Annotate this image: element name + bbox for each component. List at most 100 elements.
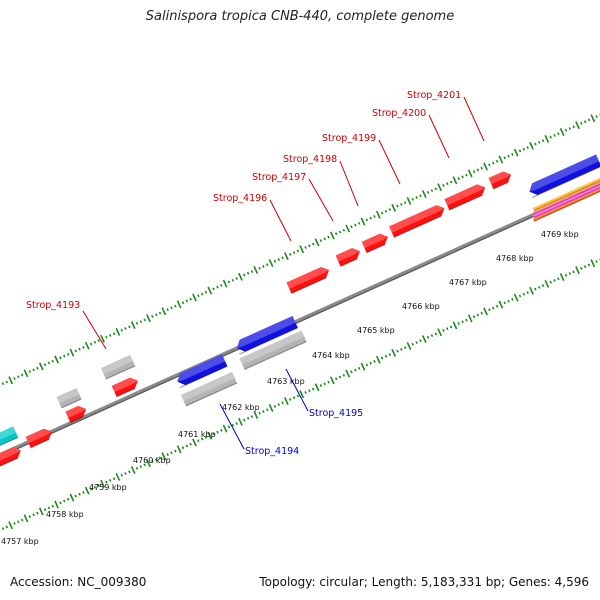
major-tick	[513, 293, 519, 302]
scale-label: 4766 kbp	[402, 302, 440, 311]
strop-4198-label[interactable]: Strop_4198	[283, 154, 337, 165]
map-title: Salinispora tropica CNB-440, complete ge…	[145, 9, 455, 24]
backbone-layer	[0, 182, 600, 458]
minor-tick	[365, 218, 369, 222]
minor-tick	[465, 318, 468, 322]
minor-tick	[197, 439, 200, 443]
major-tick	[437, 328, 442, 337]
minor-tick	[396, 204, 399, 208]
minor-tick	[250, 415, 254, 419]
minor-tick	[426, 335, 430, 339]
minor-tick	[82, 491, 85, 494]
strop-4197-leader-line	[308, 178, 334, 222]
strop-4201-label[interactable]: Strop_4201	[407, 90, 461, 101]
grey-feature-box	[100, 354, 136, 380]
minor-tick	[327, 380, 330, 384]
major-tick	[161, 452, 167, 461]
minor-tick	[246, 416, 250, 420]
major-tick	[375, 210, 381, 219]
major-tick	[176, 300, 182, 309]
minor-tick	[557, 132, 560, 136]
minor-tick	[373, 360, 376, 363]
scale-labels: 4757 kbp 4758 kbp 4759 kbp 4760 kbp 4761 kbp…	[1, 230, 579, 546]
minor-tick	[82, 346, 85, 349]
minor-tick	[78, 347, 81, 351]
minor-tick	[292, 396, 296, 400]
minor-tick	[476, 168, 480, 172]
major-tick	[437, 183, 442, 192]
minor-tick	[235, 422, 238, 425]
major-tick	[8, 376, 14, 385]
minor-tick	[480, 311, 483, 315]
major-tick	[360, 362, 366, 371]
major-tick	[284, 252, 289, 261]
minor-tick	[327, 235, 330, 239]
strop-4196-label[interactable]: Strop_4196	[213, 193, 267, 204]
major-tick	[391, 348, 397, 357]
minor-tick	[28, 515, 32, 519]
backbone-shadow	[0, 185, 600, 458]
teal-feature-box	[0, 426, 19, 451]
minor-tick	[338, 375, 342, 379]
minor-tick	[511, 153, 514, 156]
minor-tick	[595, 260, 598, 263]
minor-tick	[507, 299, 510, 303]
strop-4195-label[interactable]: Strop_4195	[309, 408, 363, 419]
minor-tick	[216, 285, 219, 289]
minor-tick	[419, 339, 422, 343]
minor-tick	[419, 194, 422, 198]
major-tick	[69, 348, 75, 357]
minor-tick	[109, 478, 112, 482]
minor-tick	[170, 451, 173, 455]
minor-tick	[59, 356, 62, 360]
genome-backbone	[0, 182, 600, 458]
minor-tick	[197, 294, 200, 298]
minor-tick	[434, 332, 438, 336]
minor-tick	[580, 121, 583, 125]
minor-tick	[139, 465, 143, 469]
major-tick	[421, 190, 427, 199]
minor-tick	[380, 211, 384, 215]
strop-4195-arrow	[236, 315, 299, 355]
minor-tick	[17, 520, 20, 524]
strop-4197-label[interactable]: Strop_4197	[252, 172, 306, 183]
major-tick	[222, 424, 228, 433]
minor-tick	[227, 280, 231, 284]
minor-tick	[396, 349, 399, 353]
minor-tick	[446, 182, 449, 186]
minor-tick	[476, 313, 480, 317]
major-tick	[575, 266, 580, 275]
strop-4195-leader-line	[285, 368, 309, 412]
major-tick	[176, 445, 182, 454]
minor-tick	[350, 370, 353, 374]
feature-layer	[0, 154, 600, 468]
strop-4194-label[interactable]: Strop_4194	[245, 446, 299, 457]
minor-tick	[93, 485, 97, 489]
gene-label-layer: Strop_4193 Strop_4194 Strop_4195 Strop_4196…	[26, 90, 485, 457]
minor-tick	[139, 320, 143, 324]
minor-tick	[442, 329, 445, 332]
major-tick	[299, 390, 305, 399]
minor-tick	[553, 279, 556, 282]
minor-tick	[220, 428, 223, 432]
minor-tick	[66, 497, 70, 501]
minor-tick	[273, 259, 277, 263]
minor-tick	[89, 487, 93, 491]
scale-label: 4769 kbp	[541, 230, 579, 239]
minor-tick	[380, 356, 384, 360]
minor-tick	[204, 435, 208, 439]
minor-tick	[200, 437, 204, 441]
scale-label: 4763 kbp	[267, 377, 305, 386]
minor-tick	[17, 375, 20, 379]
outer-tick-ring	[0, 113, 600, 387]
minor-tick	[583, 265, 587, 269]
minor-tick	[507, 154, 510, 158]
minor-tick	[442, 184, 445, 187]
strop-4193-arrow	[111, 377, 138, 398]
strop-4199-label[interactable]: Strop_4199	[322, 133, 376, 144]
strop-4193-label[interactable]: Strop_4193	[26, 300, 80, 311]
minor-tick	[166, 453, 169, 456]
strop-4200-label[interactable]: Strop_4200	[372, 108, 426, 119]
minor-tick	[158, 456, 162, 460]
